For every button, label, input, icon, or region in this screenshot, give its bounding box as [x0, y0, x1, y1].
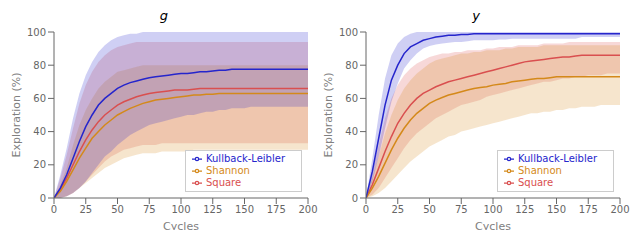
svg-text:125: 125 [203, 204, 222, 215]
svg-text:175: 175 [579, 204, 598, 215]
svg-text:Cycles: Cycles [475, 220, 511, 230]
html-text:Square: Square [518, 177, 554, 188]
html-text:y: y [472, 8, 480, 23]
svg-text:80: 80 [345, 60, 358, 71]
html-text:Kullback-Leibler: Kullback-Leibler [518, 153, 597, 164]
html-text:g: g [159, 8, 169, 23]
svg-text:0: 0 [363, 204, 369, 215]
svg-text:60: 60 [33, 93, 46, 104]
svg-text:50: 50 [423, 204, 436, 215]
svg-text:25: 25 [391, 204, 404, 215]
svg-text:175: 175 [267, 204, 286, 215]
html-text:Kullback-Leibler: Kullback-Leibler [206, 153, 285, 164]
svg-text:40: 40 [33, 126, 46, 137]
html-text:Shannon: Shannon [206, 165, 250, 176]
svg-text:Exploration (%): Exploration (%) [322, 72, 335, 157]
svg-text:125: 125 [515, 204, 534, 215]
svg-text:20: 20 [345, 159, 358, 170]
svg-text:100: 100 [171, 204, 190, 215]
svg-text:150: 150 [547, 204, 566, 215]
svg-text:80: 80 [33, 60, 46, 71]
svg-text:200: 200 [610, 204, 629, 215]
svg-text:20: 20 [33, 159, 46, 170]
svg-text:100: 100 [27, 27, 46, 38]
svg-text:100: 100 [483, 204, 502, 215]
svg-text:0: 0 [352, 193, 358, 204]
svg-text:40: 40 [345, 126, 358, 137]
svg-text:50: 50 [111, 204, 124, 215]
svg-text:200: 200 [298, 204, 317, 215]
svg-text:Cycles: Cycles [163, 220, 199, 230]
svg-text:0: 0 [40, 193, 46, 204]
svg-text:60: 60 [345, 93, 358, 104]
svg-text:0: 0 [51, 204, 57, 215]
svg-text:150: 150 [235, 204, 254, 215]
svg-text:25: 25 [79, 204, 92, 215]
html-text:Shannon: Shannon [518, 165, 562, 176]
svg-text:75: 75 [455, 204, 468, 215]
svg-text:100: 100 [339, 27, 358, 38]
svg-text:Exploration (%): Exploration (%) [10, 72, 23, 157]
svg-text:75: 75 [143, 204, 156, 215]
html-text:Square: Square [206, 177, 242, 188]
